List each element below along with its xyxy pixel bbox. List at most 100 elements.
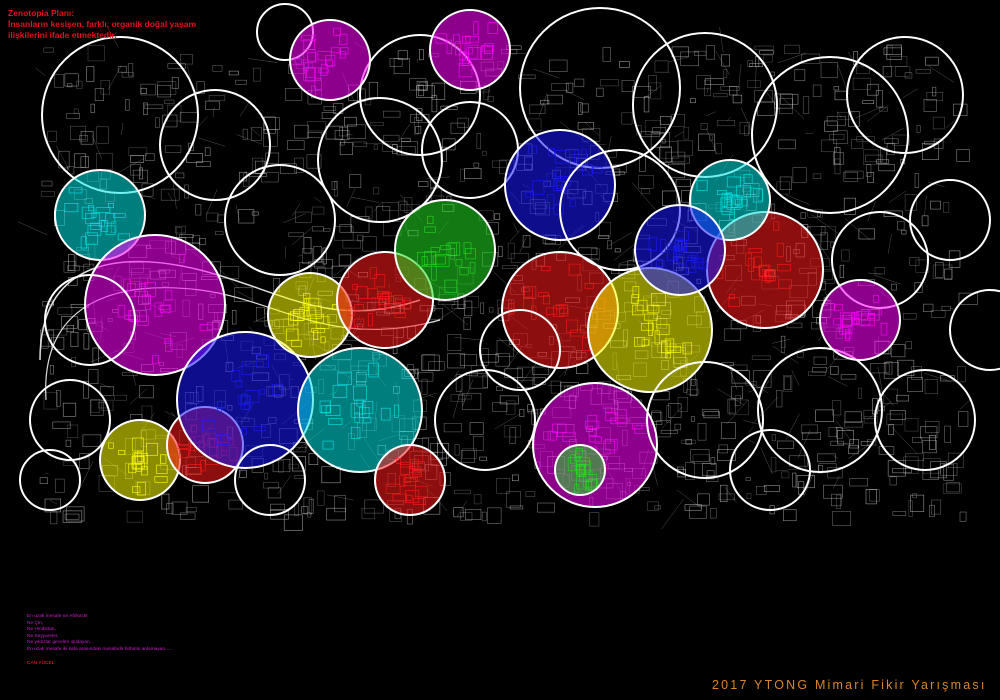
zone-building	[199, 324, 213, 331]
zone-building	[307, 52, 317, 62]
neighborhood-circle	[224, 164, 336, 276]
building-footprint	[78, 319, 87, 331]
plan-line	[45, 473, 49, 475]
building-footprint	[481, 511, 487, 522]
plan-line	[236, 205, 240, 221]
colored-zone	[55, 170, 145, 260]
plan-line	[565, 90, 585, 100]
building-footprint	[140, 87, 147, 94]
building-footprint	[672, 156, 690, 164]
building-footprint	[747, 80, 761, 88]
building-footprint	[889, 410, 906, 420]
building-footprint	[823, 484, 843, 499]
building-footprint	[715, 142, 722, 155]
zone-building	[201, 420, 216, 432]
plan-line	[927, 181, 945, 188]
building-footprint	[255, 307, 265, 322]
building-footprint	[621, 112, 633, 125]
zone-building	[547, 194, 555, 209]
building-footprint	[935, 262, 944, 278]
building-footprint	[590, 248, 600, 260]
building-footprint	[778, 139, 796, 150]
zone-building	[91, 211, 97, 218]
building-footprint	[47, 130, 57, 142]
building-footprint	[905, 453, 925, 461]
zone-building	[152, 355, 159, 365]
zone-building	[314, 78, 322, 90]
building-footprint	[401, 137, 411, 143]
building-footprint	[856, 65, 870, 74]
building-footprint	[677, 397, 688, 412]
building-footprint	[843, 197, 856, 215]
building-footprint	[334, 181, 338, 197]
zone-building	[459, 51, 466, 60]
building-footprint	[867, 83, 879, 96]
building-footprint	[662, 190, 678, 206]
zone-building	[665, 353, 671, 359]
zone-building	[413, 469, 421, 475]
building-footprint	[502, 265, 519, 269]
building-footprint	[685, 462, 695, 480]
zone-building	[736, 185, 751, 198]
building-footprint	[940, 463, 958, 476]
plan-line	[715, 50, 730, 75]
zone-building	[735, 198, 748, 207]
building-footprint	[923, 303, 934, 312]
building-footprint	[883, 361, 899, 379]
building-footprint	[840, 374, 857, 380]
plan-line	[855, 105, 884, 119]
building-footprint	[817, 453, 836, 462]
zone-building	[424, 251, 436, 265]
zone-building	[661, 340, 671, 354]
building-footprint	[231, 310, 237, 325]
plan-line	[441, 303, 469, 326]
building-footprint	[204, 147, 211, 156]
building-footprint	[896, 394, 909, 402]
plan-line	[121, 122, 124, 135]
plan-line	[662, 407, 682, 429]
zone-building	[763, 269, 775, 279]
building-footprint	[469, 373, 488, 389]
plan-line	[115, 158, 145, 175]
building-footprint	[278, 460, 284, 473]
plan-line	[743, 420, 759, 425]
building-footprint	[283, 514, 303, 531]
zone-building	[842, 312, 855, 319]
building-footprint	[578, 102, 583, 115]
plan-line	[206, 189, 218, 215]
text-block-first-distance: Yoksulların bir arada yaşadıkları mahall…	[92, 538, 250, 583]
zone-building	[656, 260, 665, 267]
building-footprint	[879, 107, 888, 112]
zone-building	[159, 454, 167, 464]
zone-building	[132, 455, 148, 470]
building-footprint	[729, 86, 738, 96]
zone-building	[137, 481, 146, 496]
building-footprint	[96, 126, 109, 144]
zone-building	[294, 58, 302, 66]
plan-line	[834, 426, 851, 430]
zone-building	[682, 342, 693, 355]
building-footprint	[357, 234, 364, 242]
colored-zone	[100, 420, 180, 500]
building-footprint	[894, 66, 911, 77]
building-footprint	[892, 511, 907, 516]
building-footprint	[303, 237, 312, 254]
zone-building	[664, 338, 675, 352]
building-footprint	[904, 418, 919, 432]
building-footprint	[192, 485, 209, 503]
building-footprint	[901, 229, 907, 235]
building-footprint	[171, 77, 179, 89]
zone-building	[743, 174, 753, 184]
building-footprint	[428, 361, 445, 371]
zone-building	[288, 312, 299, 326]
zone-building	[483, 43, 494, 54]
building-footprint	[704, 79, 711, 97]
neighborhood-circle	[646, 361, 764, 479]
building-footprint	[690, 416, 695, 422]
zone-building	[592, 166, 603, 174]
building-footprint	[294, 475, 305, 479]
building-footprint	[294, 124, 309, 139]
building-footprint	[829, 134, 845, 140]
neighborhood-circle	[359, 34, 481, 156]
building-footprint	[67, 424, 79, 438]
